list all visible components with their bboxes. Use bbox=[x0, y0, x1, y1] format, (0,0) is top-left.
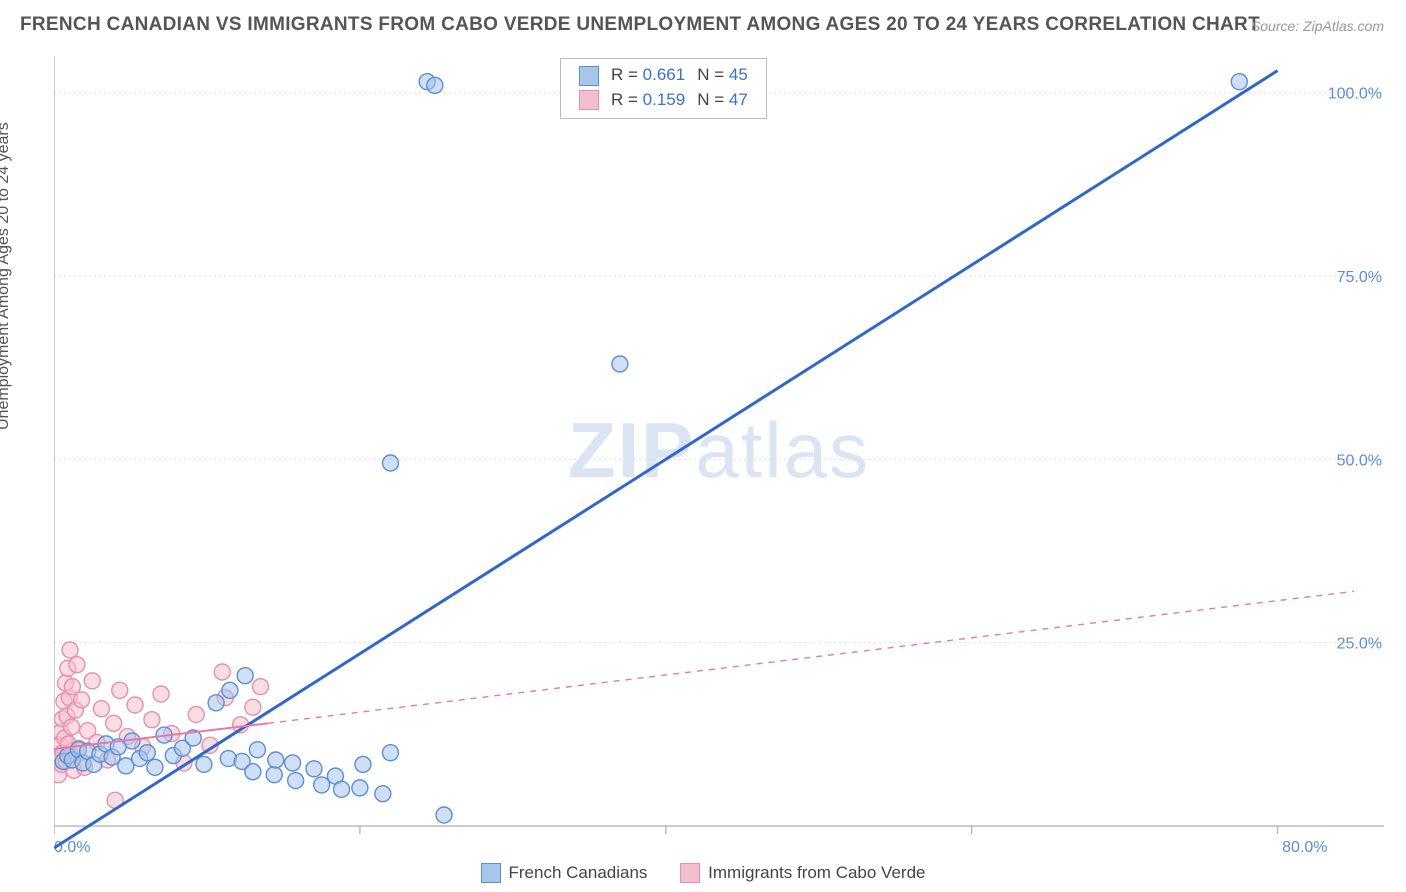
stats-row-series-2: R = 0.159 N = 47 bbox=[573, 88, 754, 113]
stats-legend-box: R = 0.661 N = 45 R = 0.159 N = 47 bbox=[560, 58, 767, 119]
svg-text:100.0%: 100.0% bbox=[1328, 86, 1382, 103]
legend-item-2: Immigrants from Cabo Verde bbox=[680, 863, 925, 883]
legend-swatch-1 bbox=[481, 863, 501, 883]
n-label: N = bbox=[697, 65, 724, 84]
svg-text:50.0%: 50.0% bbox=[1337, 452, 1382, 469]
legend-item-1: French Canadians bbox=[481, 863, 648, 883]
n-label: N = bbox=[697, 90, 724, 109]
source-label: Source: ZipAtlas.com bbox=[1251, 18, 1384, 34]
svg-text:0.0%: 0.0% bbox=[54, 839, 90, 856]
svg-text:80.0%: 80.0% bbox=[1282, 839, 1327, 856]
svg-text:75.0%: 75.0% bbox=[1337, 269, 1382, 286]
chart-title: FRENCH CANADIAN VS IMMIGRANTS FROM CABO … bbox=[20, 14, 1260, 36]
y-axis-label: Unemployment Among Ages 20 to 24 years bbox=[0, 122, 13, 430]
watermark: ZIPatlas bbox=[568, 406, 870, 494]
r-label: R = bbox=[611, 90, 638, 109]
legend-label-1: French Canadians bbox=[509, 863, 648, 883]
r-value-2: 0.159 bbox=[643, 90, 686, 109]
chart-svg: ZIPatlas 25.0% 50.0% 75.0% 100.0% 0.0% 80.0% bbox=[54, 56, 1384, 856]
chart-container: FRENCH CANADIAN VS IMMIGRANTS FROM CABO … bbox=[0, 0, 1406, 892]
n-value-2: 47 bbox=[729, 90, 748, 109]
legend-swatch-2 bbox=[680, 863, 700, 883]
svg-text:25.0%: 25.0% bbox=[1337, 636, 1382, 653]
n-value-1: 45 bbox=[729, 65, 748, 84]
swatch-series-1 bbox=[579, 66, 599, 86]
r-value-1: 0.661 bbox=[643, 65, 686, 84]
plot-area: ZIPatlas 25.0% 50.0% 75.0% 100.0% 0.0% 80.0% bbox=[54, 56, 1384, 856]
bottom-legend: French Canadians Immigrants from Cabo Ve… bbox=[0, 863, 1406, 888]
swatch-series-2 bbox=[579, 90, 599, 110]
legend-label-2: Immigrants from Cabo Verde bbox=[708, 863, 925, 883]
stats-row-series-1: R = 0.661 N = 45 bbox=[573, 63, 754, 88]
r-label: R = bbox=[611, 65, 638, 84]
